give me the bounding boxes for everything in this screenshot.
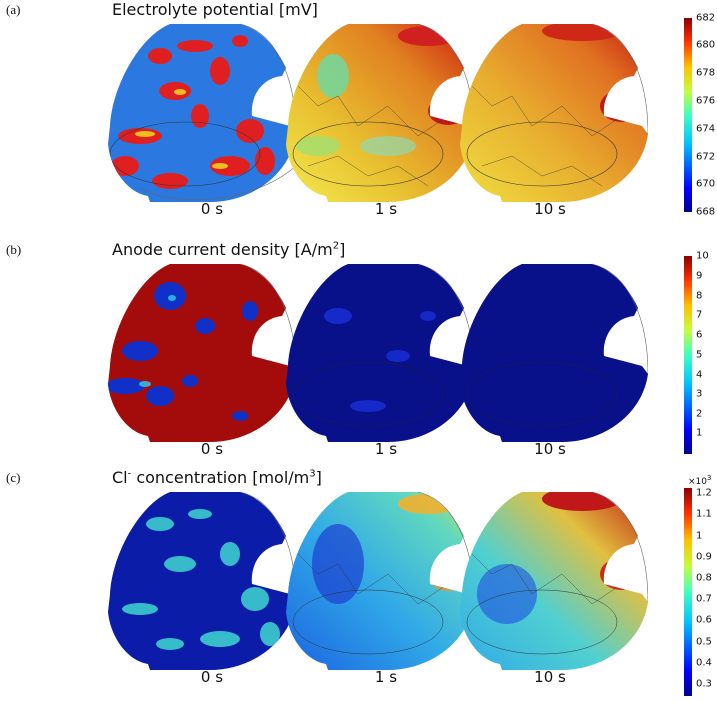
- colorbar: [684, 18, 692, 212]
- time-label-1s: 1 s: [374, 200, 398, 218]
- panel-electrolyte-potential: (a) Electrolyte potential [mV]: [0, 0, 717, 234]
- colorbar-tick: 670: [696, 178, 716, 190]
- panel-cl-concentration: (c) Cl- concentration [mol/m3] 0 s: [0, 468, 717, 702]
- colorbar-tick: 674: [696, 123, 716, 135]
- time-label-0s: 0 s: [200, 200, 224, 218]
- time-label-10s: 10 s: [534, 668, 566, 686]
- colorbar-tick: 0.6: [696, 614, 712, 626]
- colorbar-tick: 676: [696, 95, 716, 107]
- colorbar-tick: 8: [696, 290, 703, 302]
- colorbar-tick: 5: [696, 349, 703, 361]
- time-label-10s: 10 s: [534, 200, 566, 218]
- panel-label: (b): [6, 242, 22, 257]
- time-label-1s: 1 s: [374, 668, 398, 686]
- time-label-0s: 0 s: [200, 440, 224, 458]
- colorbar-tick: 4: [696, 369, 703, 381]
- simulation-render-10s: [452, 484, 649, 670]
- colorbar-tick: 1: [696, 427, 703, 439]
- colorbar-tick: 1: [696, 530, 703, 542]
- panel-label: (a): [6, 2, 21, 17]
- colorbar: [684, 488, 692, 696]
- simulation-render-10s: [452, 256, 649, 442]
- colorbar: [684, 256, 692, 454]
- colorbar-tick: 6: [696, 329, 703, 341]
- panel-title: Electrolyte potential [mV]: [112, 0, 318, 19]
- simulation-render-0s: [100, 256, 297, 442]
- colorbar-tick: 9: [696, 270, 703, 282]
- colorbar-tick: 0.3: [696, 678, 712, 690]
- simulation-render-1s: [278, 256, 475, 442]
- simulation-render-0s: [100, 484, 297, 670]
- simulation-render-1s: [278, 484, 475, 670]
- colorbar-exponent: ×103: [688, 474, 712, 487]
- simulation-render-0s: [100, 16, 297, 202]
- colorbar-tick: 680: [696, 39, 716, 51]
- colorbar-tick: 1.2: [696, 487, 712, 499]
- colorbar-tick: 1.1: [696, 508, 712, 520]
- colorbar-tick: 678: [696, 67, 716, 79]
- colorbar-tick: 0.4: [696, 657, 712, 669]
- panel-label: (c): [6, 470, 21, 485]
- colorbar-tick: 672: [696, 151, 716, 163]
- time-label-1s: 1 s: [374, 440, 398, 458]
- time-label-0s: 0 s: [200, 668, 224, 686]
- colorbar-tick: 10: [696, 250, 709, 262]
- colorbar-tick: 7: [696, 309, 703, 321]
- colorbar-tick: 2: [696, 408, 703, 420]
- panel-anode-current-density: (b) Anode current density [A/m2] 0 s: [0, 240, 717, 474]
- panel-title: Cl- concentration [mol/m3]: [112, 468, 322, 487]
- colorbar-tick: 0.5: [696, 636, 712, 648]
- simulation-render-10s: [452, 16, 649, 202]
- colorbar-tick: 668: [696, 206, 716, 218]
- colorbar-tick: 0.9: [696, 551, 712, 563]
- time-label-10s: 10 s: [534, 440, 566, 458]
- panel-title: Anode current density [A/m2]: [112, 240, 346, 259]
- colorbar-tick: 0.8: [696, 572, 712, 584]
- simulation-render-1s: [278, 16, 475, 202]
- colorbar-tick: 682: [696, 12, 716, 24]
- colorbar-tick: 3: [696, 388, 703, 400]
- colorbar-tick: 0.7: [696, 593, 712, 605]
